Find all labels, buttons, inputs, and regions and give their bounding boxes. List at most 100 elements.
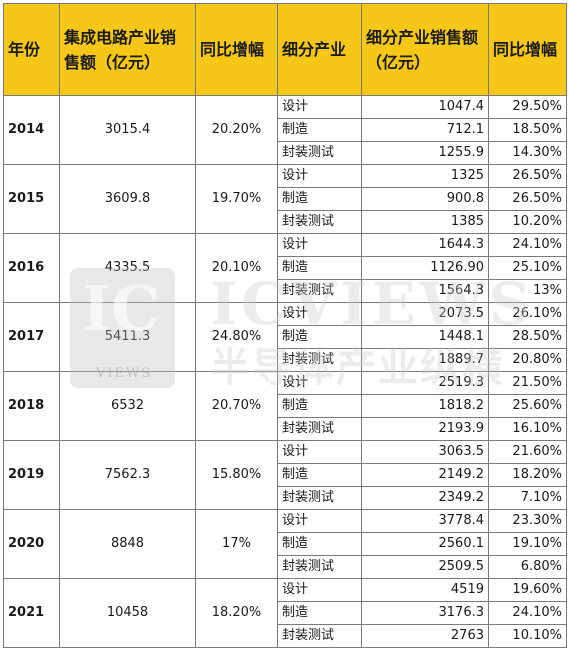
- segment-name-cell: 设计: [277, 440, 362, 464]
- segment-name-cell: 封装测试: [277, 279, 362, 303]
- table-row: 2021 10458 18.20% 设计 4519 19.60%: [3, 578, 567, 648]
- year-cell: 2017: [3, 302, 60, 372]
- segment-sales-cell: 3778.4: [361, 509, 489, 533]
- table-row: 2015 3609.8 19.70% 设计 1325 26.50%: [3, 164, 567, 234]
- header-segment: 细分产业: [277, 3, 362, 96]
- segment-name-cell: 封装测试: [277, 555, 362, 579]
- segment-yoy-cell: 21.60%: [488, 440, 567, 464]
- ic-sales-cell: 3609.8: [59, 164, 196, 234]
- yoy-cell: 17%: [195, 509, 278, 579]
- header-row: 年份 集成电路产业销售额（亿元） 同比增幅 细分产业 细分产业销售额（亿元） 同…: [3, 3, 567, 96]
- segment-yoy-cell: 24.10%: [488, 601, 567, 625]
- table-row: 封装测试 1255.9 14.30%: [4, 141, 567, 165]
- table-row: 2020 8848 17% 设计 3778.4 23.30%: [3, 509, 567, 579]
- yoy-cell: 20.10%: [195, 233, 278, 303]
- segment-sales-cell: 2073.5: [361, 302, 489, 326]
- year-cell: 2021: [3, 578, 60, 648]
- segment-sales-cell: 2149.2: [361, 463, 489, 487]
- ic-sales-cell: 7562.3: [59, 440, 196, 510]
- year-cell: 2015: [3, 164, 60, 234]
- segment-name-cell: 设计: [277, 578, 362, 602]
- segment-yoy-cell: 21.50%: [488, 371, 567, 395]
- segment-name-cell: 封装测试: [277, 141, 362, 165]
- table-row: 2017 5411.3 24.80% 设计 2073.5 26.10%: [3, 302, 567, 372]
- year-cell: 2019: [3, 440, 60, 510]
- segment-sales-cell: 1126.90: [361, 256, 489, 280]
- segment-sales-cell: 2763: [361, 624, 489, 648]
- table-body: 2014 3015.4 20.20% 设计 1047.4 29.50% 制造 712.1 18.…: [3, 95, 567, 648]
- segment-sales-cell: 3176.3: [361, 601, 489, 625]
- yoy-cell: 15.80%: [195, 440, 278, 510]
- segment-yoy-cell: 29.50%: [488, 95, 567, 119]
- table-row: 封装测试 1889.7 20.80%: [4, 348, 567, 372]
- segment-sales-cell: 2349.2: [361, 486, 489, 510]
- segment-name-cell: 封装测试: [277, 417, 362, 441]
- segment-name-cell: 封装测试: [277, 486, 362, 510]
- table-row: 制造 900.8 26.50%: [4, 187, 567, 211]
- segment-sales-cell: 1818.2: [361, 394, 489, 418]
- segment-yoy-cell: 13%: [488, 279, 567, 303]
- table-row: 封装测试 1564.3 13%: [4, 279, 567, 303]
- header-yoy: 同比增幅: [195, 3, 278, 96]
- segment-sales-cell: 2560.1: [361, 532, 489, 556]
- yoy-cell: 20.70%: [195, 371, 278, 441]
- yoy-cell: 24.80%: [195, 302, 278, 372]
- ic-sales-table: 年份 集成电路产业销售额（亿元） 同比增幅 细分产业 细分产业销售额（亿元） 同…: [3, 3, 567, 648]
- segment-yoy-cell: 7.10%: [488, 486, 567, 510]
- segment-name-cell: 设计: [277, 371, 362, 395]
- segment-yoy-cell: 19.60%: [488, 578, 567, 602]
- ic-sales-cell: 3015.4: [59, 95, 196, 165]
- segment-yoy-cell: 24.10%: [488, 233, 567, 257]
- segment-yoy-cell: 14.30%: [488, 141, 567, 165]
- ic-sales-cell: 5411.3: [59, 302, 196, 372]
- table-row: 制造 1448.1 28.50%: [4, 325, 567, 349]
- segment-sales-cell: 1385: [361, 210, 489, 234]
- year-cell: 2016: [3, 233, 60, 303]
- segment-name-cell: 制造: [277, 187, 362, 211]
- segment-yoy-cell: 6.80%: [488, 555, 567, 579]
- table-row: 封装测试 2193.9 16.10%: [4, 417, 567, 441]
- segment-name-cell: 设计: [277, 302, 362, 326]
- yoy-cell: 18.20%: [195, 578, 278, 648]
- segment-yoy-cell: 10.20%: [488, 210, 567, 234]
- table-row: 制造 1126.90 25.10%: [4, 256, 567, 280]
- segment-name-cell: 制造: [277, 325, 362, 349]
- ic-sales-cell: 8848: [59, 509, 196, 579]
- segment-sales-cell: 1325: [361, 164, 489, 188]
- segment-yoy-cell: 26.10%: [488, 302, 567, 326]
- segment-sales-cell: 4519: [361, 578, 489, 602]
- year-cell: 2018: [3, 371, 60, 441]
- ic-sales-cell: 6532: [59, 371, 196, 441]
- segment-name-cell: 封装测试: [277, 210, 362, 234]
- segment-yoy-cell: 20.80%: [488, 348, 567, 372]
- year-cell: 2020: [3, 509, 60, 579]
- segment-name-cell: 制造: [277, 601, 362, 625]
- segment-yoy-cell: 10.10%: [488, 624, 567, 648]
- table-row: 2019 7562.3 15.80% 设计 3063.5 21.60%: [3, 440, 567, 510]
- table-row: 封装测试 1385 10.20%: [4, 210, 567, 234]
- segment-yoy-cell: 19.10%: [488, 532, 567, 556]
- segment-name-cell: 封装测试: [277, 348, 362, 372]
- ic-sales-cell: 10458: [59, 578, 196, 648]
- segment-sales-cell: 3063.5: [361, 440, 489, 464]
- segment-sales-cell: 1564.3: [361, 279, 489, 303]
- segment-name-cell: 制造: [277, 118, 362, 142]
- segment-yoy-cell: 18.50%: [488, 118, 567, 142]
- table-row: 制造 3176.3 24.10%: [4, 601, 567, 625]
- segment-yoy-cell: 25.60%: [488, 394, 567, 418]
- segment-sales-cell: 1889.7: [361, 348, 489, 372]
- table-row: 2014 3015.4 20.20% 设计 1047.4 29.50%: [3, 95, 567, 165]
- segment-sales-cell: 2519.3: [361, 371, 489, 395]
- header-segment-yoy: 同比增幅: [488, 3, 567, 96]
- segment-name-cell: 制造: [277, 532, 362, 556]
- segment-sales-cell: 1047.4: [361, 95, 489, 119]
- table-row: 2018 6532 20.70% 设计 2519.3 21.50%: [3, 371, 567, 441]
- table-row: 制造 1818.2 25.60%: [4, 394, 567, 418]
- segment-sales-cell: 2193.9: [361, 417, 489, 441]
- segment-name-cell: 设计: [277, 95, 362, 119]
- yoy-cell: 20.20%: [195, 95, 278, 165]
- segment-yoy-cell: 26.50%: [488, 187, 567, 211]
- segment-name-cell: 制造: [277, 463, 362, 487]
- year-cell: 2014: [3, 95, 60, 165]
- segment-name-cell: 设计: [277, 509, 362, 533]
